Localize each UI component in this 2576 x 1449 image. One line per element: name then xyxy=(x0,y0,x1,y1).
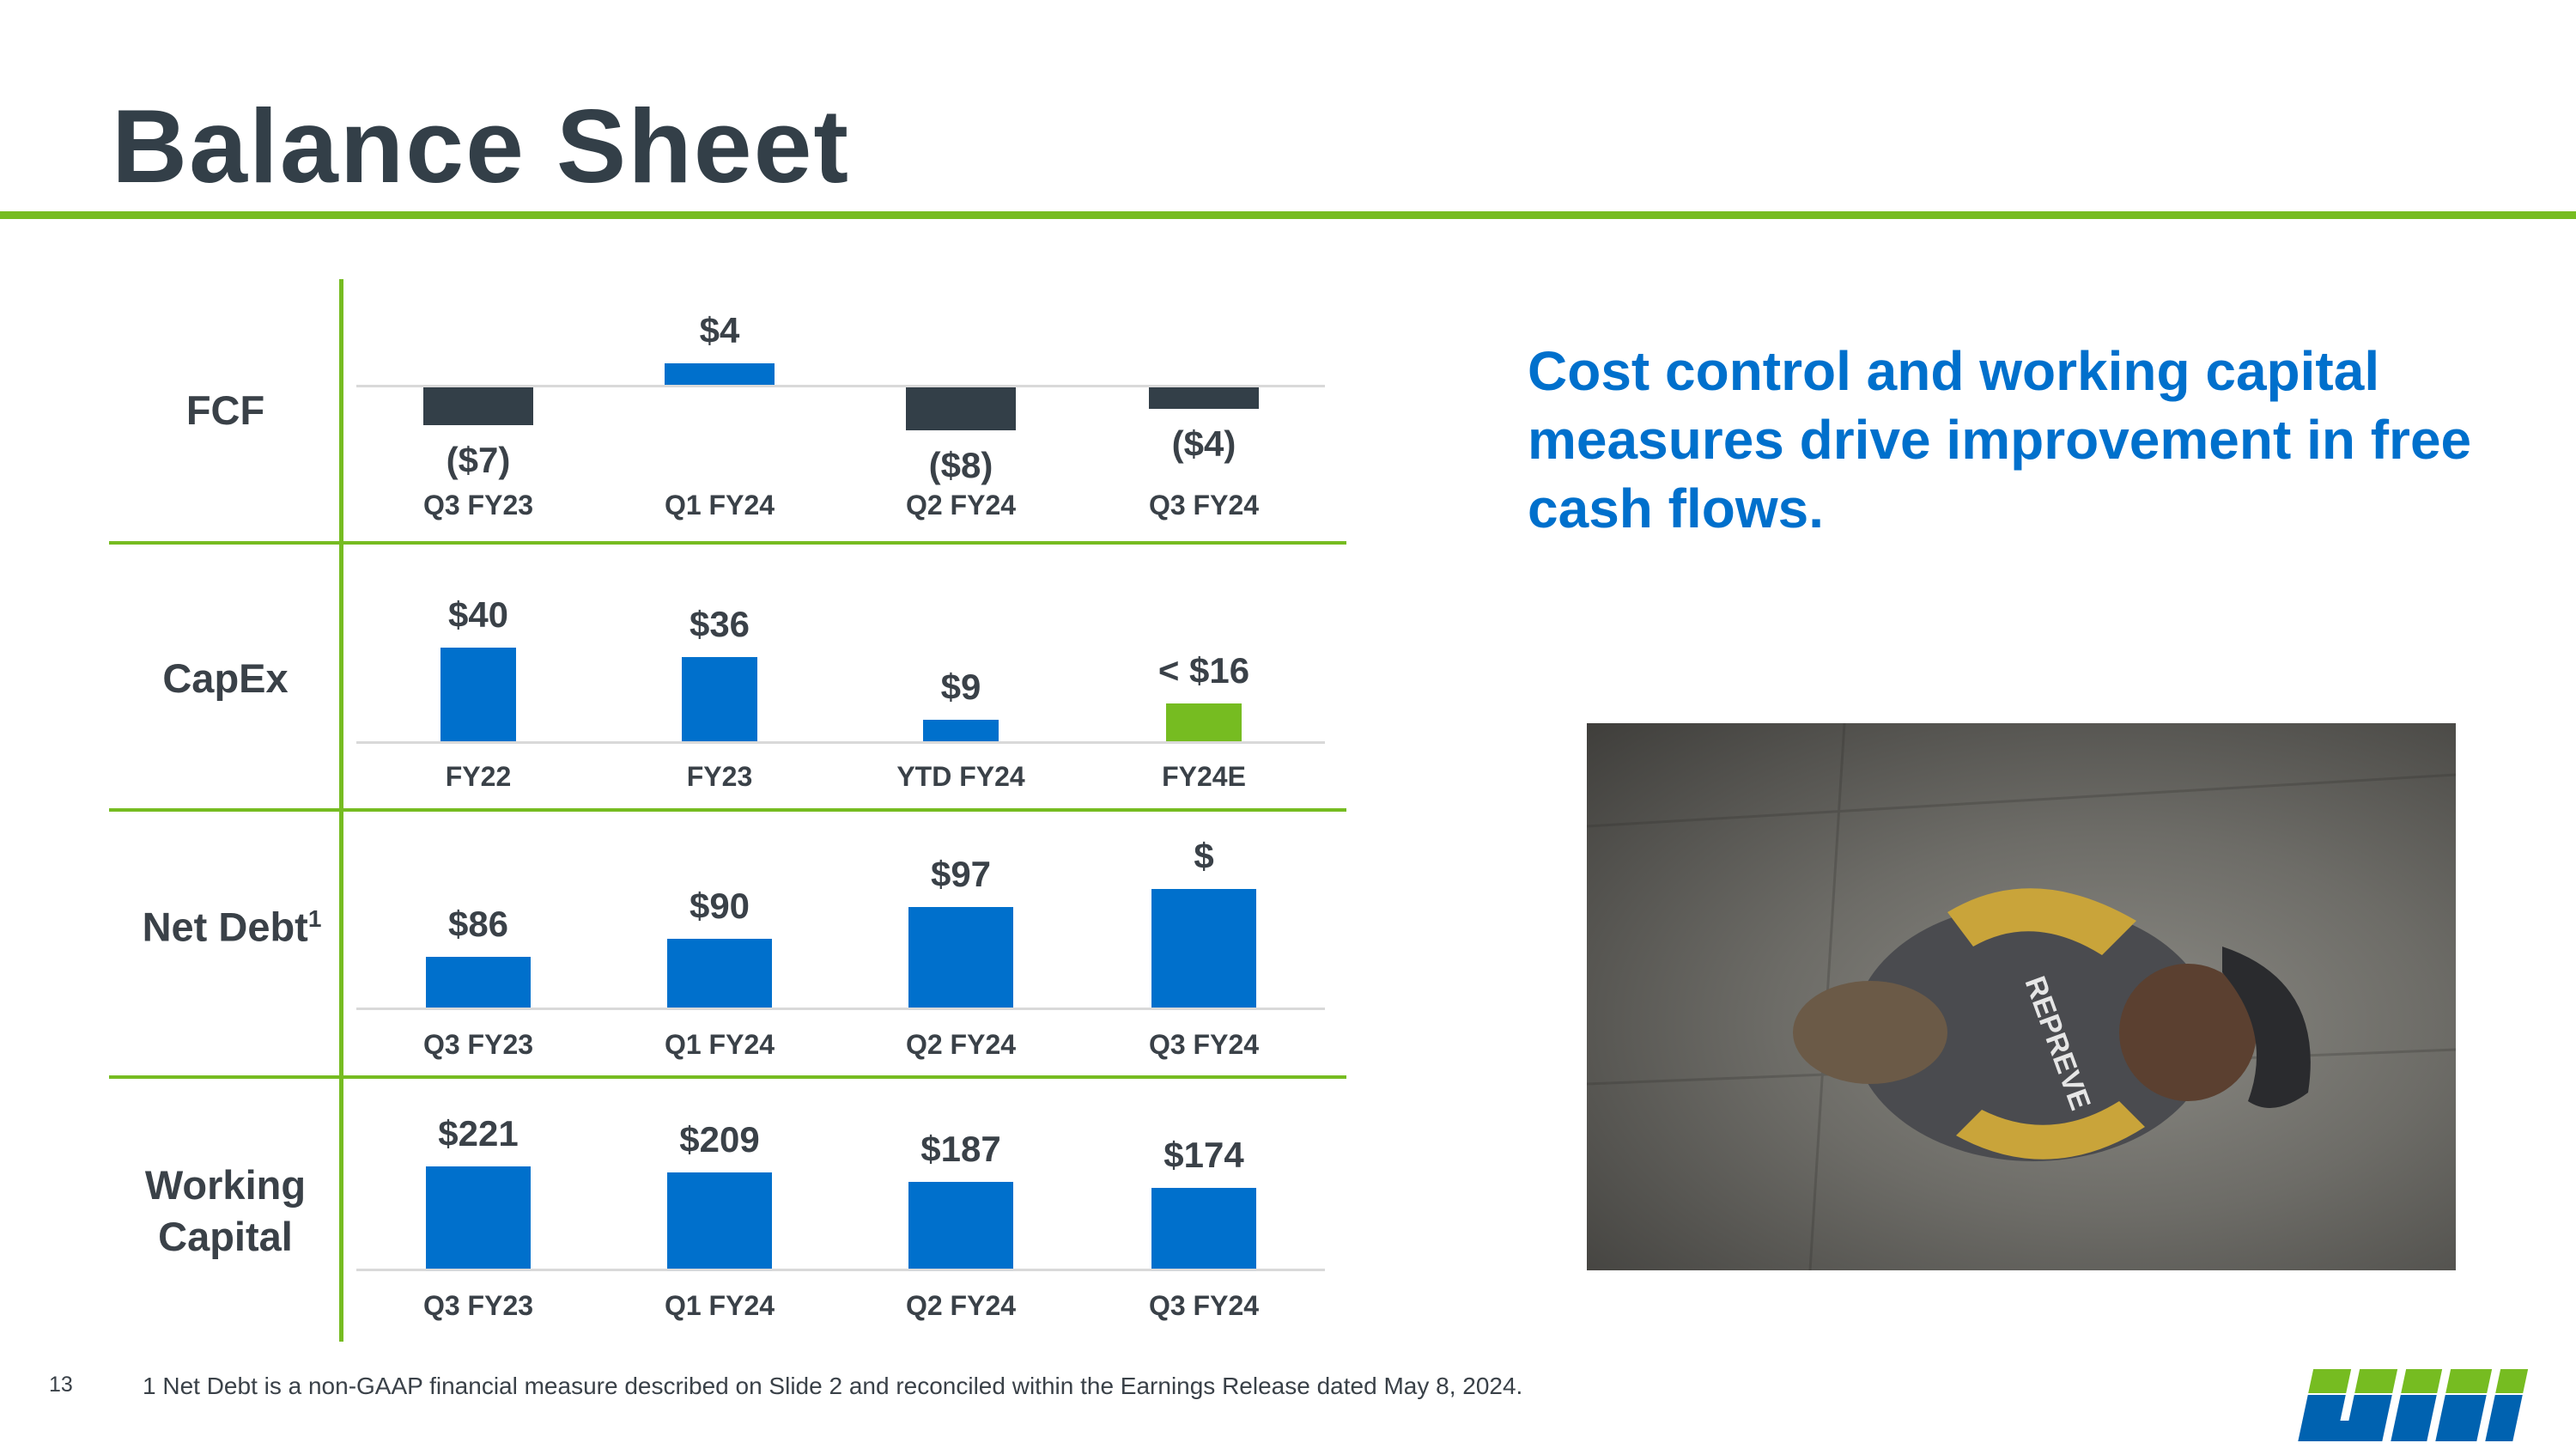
bar xyxy=(426,956,531,1008)
category-label: Q3 FY23 xyxy=(422,1290,534,1321)
bar xyxy=(667,1172,772,1269)
row-label-working-capital: Working Capital xyxy=(112,1160,339,1263)
row-divider xyxy=(109,1075,1346,1079)
category-label: FY22 xyxy=(445,761,512,792)
category-label: FY24E xyxy=(1162,761,1246,792)
row-label-capex: CapEx xyxy=(112,653,339,704)
chart-axis-line xyxy=(356,1008,1325,1010)
page-title: Balance Sheet xyxy=(112,88,851,204)
category-label: Q1 FY24 xyxy=(664,1029,775,1060)
category-label: Q3 FY24 xyxy=(1148,1290,1260,1321)
bar xyxy=(1151,1188,1256,1269)
data-label: $221 xyxy=(438,1113,519,1154)
data-label: $97 xyxy=(930,853,992,894)
category-label: Q3 FY24 xyxy=(1148,490,1260,521)
chart-axis-line xyxy=(356,1269,1325,1271)
row-divider xyxy=(109,541,1346,545)
category-label: Q1 FY24 xyxy=(664,1290,775,1321)
headline-text: Cost control and working capital measure… xyxy=(1528,340,2472,539)
data-label: $86 xyxy=(447,903,509,944)
footnote-marker: 1 xyxy=(307,905,322,932)
photo-worker: REPREVE xyxy=(1587,723,2456,1270)
page-number: 13 xyxy=(49,1373,73,1397)
data-label: $209 xyxy=(679,1118,760,1160)
bar xyxy=(667,938,772,1008)
bar xyxy=(906,387,1016,431)
data-label: $9 xyxy=(940,667,981,708)
category-label: Q1 FY24 xyxy=(664,490,775,521)
row-label-net-debt: Net Debt1 xyxy=(112,893,352,953)
data-label: $4 xyxy=(699,309,740,350)
footnote: 1 Net Debt is a non-GAAP financial measu… xyxy=(143,1373,1523,1399)
row-label-text: CapEx xyxy=(162,655,289,701)
category-label: Q2 FY24 xyxy=(905,490,1017,521)
row-divider xyxy=(109,808,1346,812)
bar xyxy=(665,362,775,385)
data-label: $40 xyxy=(447,594,509,635)
category-label: Q3 FY23 xyxy=(422,1029,534,1060)
data-label: ($7) xyxy=(446,440,511,481)
row-label-fcf: FCF xyxy=(112,385,339,436)
category-label: YTD FY24 xyxy=(896,761,1025,792)
category-label: Q3 FY24 xyxy=(1148,1029,1260,1060)
data-label: ($8) xyxy=(928,445,993,486)
data-label: < $16 xyxy=(1157,650,1250,691)
data-label: $90 xyxy=(689,885,750,926)
data-label: $174 xyxy=(1163,1135,1244,1176)
bar xyxy=(1166,703,1242,741)
bar xyxy=(923,720,999,741)
bar xyxy=(682,656,757,741)
category-label: Q2 FY24 xyxy=(905,1290,1017,1321)
bar xyxy=(908,1182,1013,1269)
bar xyxy=(908,906,1013,1008)
category-label: Q2 FY24 xyxy=(905,1029,1017,1060)
data-label: $ xyxy=(1194,835,1214,876)
row-label-text: Working Capital xyxy=(144,1162,307,1259)
bar xyxy=(1149,387,1259,410)
chart-axis-line xyxy=(356,741,1325,744)
bar xyxy=(426,1166,531,1269)
category-label: FY23 xyxy=(686,761,753,792)
chart-axis-line xyxy=(356,385,1325,387)
bar xyxy=(440,647,516,741)
bar xyxy=(1151,888,1256,1008)
row-label-text: FCF xyxy=(185,387,265,433)
category-label: Q3 FY23 xyxy=(422,490,534,521)
title-divider xyxy=(0,211,2576,219)
data-label: $187 xyxy=(920,1129,1001,1170)
data-label: ($4) xyxy=(1171,423,1236,465)
photo-illustration: REPREVE xyxy=(1587,723,2456,1270)
unifi-logo xyxy=(2298,1369,2529,1441)
bar xyxy=(423,387,533,426)
data-label: $36 xyxy=(689,603,750,644)
row-label-text: Net Debt xyxy=(142,904,308,950)
